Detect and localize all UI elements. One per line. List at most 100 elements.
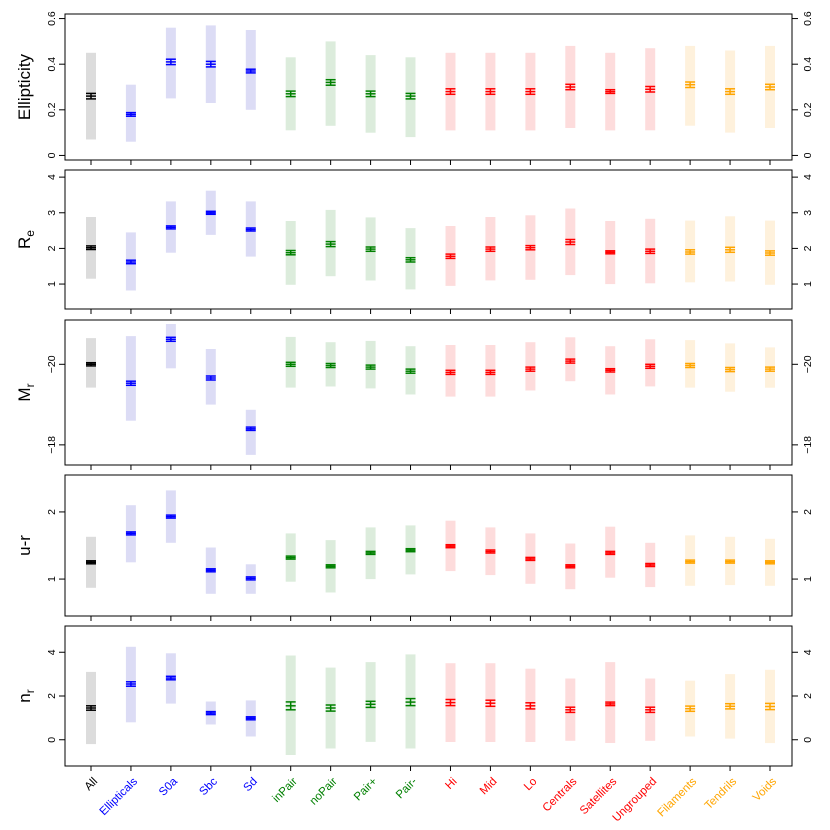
ytick-label-left-3-0: 1 <box>46 576 58 582</box>
errorbar-4-12 <box>565 706 576 714</box>
ylabel-0: Ellipticity <box>15 53 34 120</box>
errorbar-1-12 <box>565 238 576 246</box>
errorbar-1-2 <box>165 225 176 230</box>
errorbar-0-2 <box>165 58 176 66</box>
ytick-label-left-2-0: −18 <box>46 436 58 454</box>
errorbar-2-9 <box>445 369 456 376</box>
ytick-label-left-0-3: 0.6 <box>46 11 58 26</box>
xtick-label-pair-: Pair+ <box>352 775 380 803</box>
errorbar-4-6 <box>325 704 336 712</box>
errorbar-0-8 <box>405 92 416 100</box>
xtick-label-s0a: S0a <box>157 775 180 798</box>
errorbar-0-9 <box>445 88 456 96</box>
errorbar-2-17 <box>765 366 775 372</box>
ytick-label-right-4-1: 2 <box>802 693 814 699</box>
errorbar-3-14 <box>645 562 656 568</box>
errorbar-4-4 <box>245 716 256 721</box>
ytick-label-right-2-1: −20 <box>802 355 814 373</box>
errorbar-0-6 <box>325 78 336 86</box>
errorbar-0-5 <box>285 90 296 98</box>
errorbar-2-8 <box>405 368 416 374</box>
errorbar-0-14 <box>645 85 656 93</box>
errorbar-2-4 <box>245 426 256 432</box>
errorbar-2-12 <box>565 358 576 364</box>
errorbar-0-12 <box>565 83 576 91</box>
errorbar-3-10 <box>485 549 496 554</box>
errorbar-3-3 <box>205 568 216 573</box>
errorbar-1-5 <box>285 249 296 256</box>
xtick-label-mid: Mid <box>478 776 500 798</box>
errorbar-1-0 <box>86 245 96 251</box>
errorbar-2-0 <box>86 361 96 367</box>
errorbar-3-6 <box>325 564 336 569</box>
errorbar-3-5 <box>285 555 296 560</box>
errorbar-1-4 <box>245 227 256 232</box>
ylabel-3: u-r <box>15 535 34 556</box>
errorbar-1-8 <box>405 256 416 263</box>
errorbar-3-7 <box>365 550 376 556</box>
errorbar-0-11 <box>525 88 536 96</box>
errorbar-4-13 <box>605 701 616 707</box>
errorbar-4-9 <box>445 698 456 707</box>
band-2-2 <box>165 324 176 369</box>
errorbar-3-1 <box>125 531 136 536</box>
errorbar-1-11 <box>525 244 536 251</box>
xtick-label-pair-: Pair- <box>394 776 420 802</box>
panel-frame-2 <box>64 319 793 466</box>
errorbar-3-15 <box>685 559 696 564</box>
errorbar-4-7 <box>365 700 376 709</box>
errorbar-2-13 <box>605 367 616 373</box>
errorbar-4-17 <box>765 702 775 711</box>
ytick-label-right-1-2: 3 <box>802 210 814 216</box>
ylabel-2: Mr <box>15 383 37 401</box>
ytick-label-right-0-2: 0.4 <box>802 57 814 72</box>
ytick-label-right-1-1: 2 <box>802 245 814 251</box>
band-2-4 <box>245 409 256 455</box>
errorbar-4-11 <box>525 702 536 710</box>
errorbar-3-9 <box>445 543 456 549</box>
errorbar-3-2 <box>165 514 176 519</box>
ytick-label-left-1-2: 3 <box>46 210 58 216</box>
errorbar-3-8 <box>405 547 416 553</box>
ytick-label-left-1-1: 2 <box>46 245 58 251</box>
errorbar-3-17 <box>765 560 775 565</box>
ytick-label-right-3-1: 2 <box>802 509 814 515</box>
xtick-label-filaments: Filaments <box>655 775 699 819</box>
ytick-label-right-0-1: 0.2 <box>802 102 814 117</box>
errorbar-0-13 <box>605 88 616 95</box>
band-2-1 <box>125 336 136 421</box>
errorbar-4-2 <box>165 675 176 681</box>
ytick-label-left-0-2: 0.4 <box>46 57 58 72</box>
xtick-label-tendrils: Tendrils <box>703 775 740 812</box>
xtick-label-nopair: noPair <box>308 776 340 808</box>
xtick-label-ellipticals: Ellipticals <box>98 775 141 818</box>
ytick-label-right-4-0: 0 <box>802 737 814 743</box>
ytick-label-right-4-2: 4 <box>802 649 814 655</box>
errorbar-4-3 <box>205 710 216 716</box>
errorbar-1-16 <box>725 246 736 254</box>
ylabel-1: Re <box>15 230 37 249</box>
ytick-label-left-1-0: 1 <box>46 281 58 287</box>
ytick-label-left-2-1: −20 <box>46 355 58 373</box>
errorbar-0-3 <box>205 60 216 68</box>
ytick-label-left-4-1: 2 <box>46 693 58 699</box>
ytick-label-left-4-0: 0 <box>46 737 58 743</box>
errorbar-3-13 <box>605 550 616 556</box>
panel-2: −18 −18 −20 −20 Mr <box>15 319 814 470</box>
errorbar-2-3 <box>205 375 216 381</box>
errorbar-2-16 <box>725 366 736 373</box>
errorbar-4-15 <box>685 705 696 713</box>
errorbar-1-7 <box>365 246 376 253</box>
errorbar-3-16 <box>725 559 736 564</box>
ytick-label-right-2-0: −18 <box>802 436 814 454</box>
ytick-label-left-0-0: 0 <box>46 152 58 158</box>
ytick-label-left-3-1: 2 <box>46 509 58 515</box>
band-2-14 <box>645 339 656 387</box>
xtick-label-centrals: Centrals <box>541 775 580 814</box>
ytick-label-right-0-3: 0.6 <box>802 11 814 26</box>
errorbar-2-7 <box>365 364 376 370</box>
errorbar-1-17 <box>765 250 775 256</box>
xtick-label-lo: Lo <box>522 776 540 794</box>
errorbar-2-11 <box>525 366 536 372</box>
